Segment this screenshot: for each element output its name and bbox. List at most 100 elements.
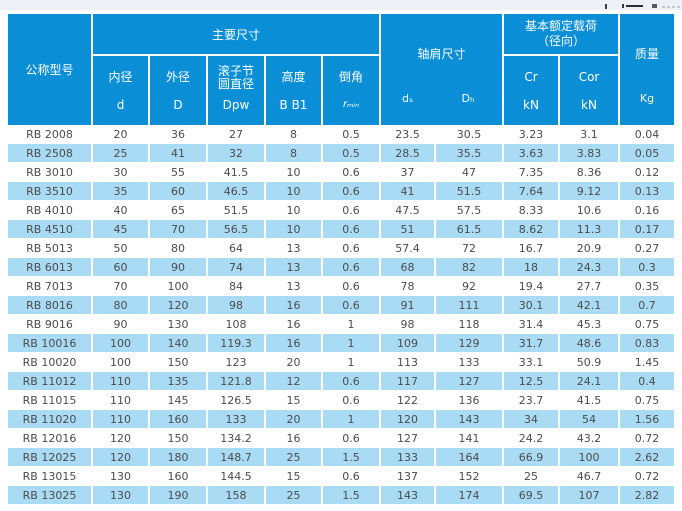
screen-artifact: [672, 6, 675, 8]
header-shoulder-label: 轴肩尺寸: [417, 46, 466, 61]
model-cell: RB 8016: [8, 296, 93, 315]
table-row: RB 7013 70 100 84 13 0.6 78 92 19.4 27.7 0.35: [8, 277, 675, 296]
value-cell: 0.27: [620, 239, 675, 258]
value-cell: 47: [436, 163, 505, 182]
value-cell: 129: [436, 334, 505, 353]
value-cell: 0.16: [620, 201, 675, 220]
value-cell: 78: [381, 277, 437, 296]
value-cell: 160: [150, 467, 208, 486]
header-cr: Cr kN: [504, 56, 561, 125]
value-cell: 16: [266, 296, 323, 315]
value-cell: 107: [560, 486, 621, 505]
value-cell: 84: [208, 277, 266, 296]
value-cell: 41: [150, 144, 208, 163]
value-cell: 0.72: [620, 467, 675, 486]
value-cell: 28.5: [381, 144, 437, 163]
value-cell: 16: [266, 429, 323, 448]
value-cell: 0.83: [620, 334, 675, 353]
value-cell: 113: [381, 353, 437, 372]
table-row: RB 12025 120 180 148.7 25 1.5 133 164 66.9 100 2.6…: [8, 448, 675, 467]
model-cell: RB 4010: [8, 201, 93, 220]
value-cell: 3.63: [504, 144, 561, 163]
value-cell: 100: [93, 334, 150, 353]
table-row: RB 13015 130 160 144.5 15 0.6 137 152 25 46.7 0.72: [8, 467, 675, 486]
header-symbol-dh: Dₕ: [461, 92, 475, 105]
value-cell: 37: [381, 163, 437, 182]
header-mass-label: 质量: [635, 46, 660, 61]
value-cell: 45: [93, 220, 150, 239]
value-cell: 110: [93, 372, 150, 391]
model-cell: RB 2008: [8, 125, 93, 144]
value-cell: 50: [93, 239, 150, 258]
value-cell: 0.6: [323, 391, 382, 410]
value-cell: 92: [436, 277, 505, 296]
model-cell: RB 12025: [8, 448, 93, 467]
value-cell: 48.6: [560, 334, 621, 353]
screen-artifact: [662, 6, 665, 8]
header-model-label: 公称型号: [25, 63, 74, 77]
table-row: RB 3510 35 60 46.5 10 0.6 41 51.5 7.64 9.12 0.13: [8, 182, 675, 201]
model-cell: RB 10020: [8, 353, 93, 372]
value-cell: 127: [436, 372, 505, 391]
value-cell: 31.4: [504, 315, 561, 334]
value-cell: 10.6: [560, 201, 621, 220]
table-row: RB 2508 25 41 32 8 0.5 28.5 35.5 3.63 3.83 0.05: [8, 144, 675, 163]
model-cell: RB 3010: [8, 163, 93, 182]
value-cell: 0.17: [620, 220, 675, 239]
value-cell: 122: [381, 391, 437, 410]
value-cell: 120: [93, 429, 150, 448]
value-cell: 109: [381, 334, 437, 353]
model-cell: RB 11012: [8, 372, 93, 391]
value-cell: 133: [381, 448, 437, 467]
value-cell: 8.62: [504, 220, 561, 239]
value-cell: 15: [266, 391, 323, 410]
value-cell: 123: [208, 353, 266, 372]
model-cell: RB 13015: [8, 467, 93, 486]
value-cell: 117: [381, 372, 437, 391]
value-cell: 36: [150, 125, 208, 144]
value-cell: 43.2: [560, 429, 621, 448]
value-cell: 12: [266, 372, 323, 391]
value-cell: 150: [150, 429, 208, 448]
value-cell: 7.35: [504, 163, 561, 182]
value-cell: 70: [150, 220, 208, 239]
value-cell: 50.9: [560, 353, 621, 372]
value-cell: 100: [560, 448, 621, 467]
value-cell: 10: [266, 201, 323, 220]
value-cell: 140: [150, 334, 208, 353]
value-cell: 16: [266, 334, 323, 353]
value-cell: 25: [266, 486, 323, 505]
value-cell: 0.5: [323, 144, 382, 163]
value-cell: 1: [323, 410, 382, 429]
value-cell: 31.7: [504, 334, 561, 353]
value-cell: 98: [208, 296, 266, 315]
value-cell: 25: [93, 144, 150, 163]
header-mass: 质量 Kg: [620, 14, 675, 125]
header-model: 公称型号: [8, 14, 93, 125]
value-cell: 0.35: [620, 277, 675, 296]
value-cell: 111: [436, 296, 505, 315]
value-cell: 164: [436, 448, 505, 467]
model-cell: RB 2508: [8, 144, 93, 163]
header-roller-pitch-diameter: 滚子节 圆直径 Dpw: [208, 56, 266, 125]
header-symbol-d: d: [116, 98, 125, 112]
value-cell: 0.6: [323, 220, 382, 239]
value-cell: 25: [504, 467, 561, 486]
value-cell: 18: [504, 258, 561, 277]
value-cell: 41: [381, 182, 437, 201]
value-cell: 30.5: [436, 125, 505, 144]
value-cell: 47.5: [381, 201, 437, 220]
header-inner-diameter: 内径 d: [93, 56, 150, 125]
header-symbol-D: D: [173, 98, 183, 112]
value-cell: 7.64: [504, 182, 561, 201]
value-cell: 25: [266, 448, 323, 467]
value-cell: 8.33: [504, 201, 561, 220]
value-cell: 64: [208, 239, 266, 258]
value-cell: 33.1: [504, 353, 561, 372]
value-cell: 40: [93, 201, 150, 220]
screen-artifact: [677, 6, 680, 8]
header-height-label: 高度: [281, 70, 306, 84]
value-cell: 56.5: [208, 220, 266, 239]
value-cell: 0.75: [620, 391, 675, 410]
screen-artifact: [652, 4, 657, 8]
